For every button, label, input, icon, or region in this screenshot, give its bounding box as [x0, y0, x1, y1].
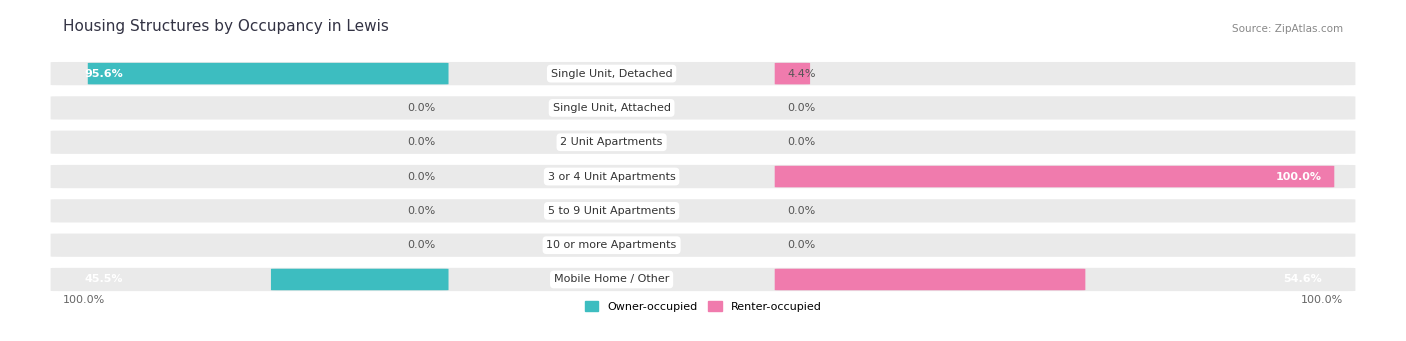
- Text: 100.0%: 100.0%: [63, 295, 105, 305]
- FancyBboxPatch shape: [49, 163, 1357, 190]
- Text: 0.0%: 0.0%: [787, 137, 815, 147]
- FancyBboxPatch shape: [49, 198, 1357, 224]
- Text: 0.0%: 0.0%: [787, 206, 815, 216]
- FancyBboxPatch shape: [49, 129, 1357, 155]
- Text: Housing Structures by Occupancy in Lewis: Housing Structures by Occupancy in Lewis: [63, 19, 389, 34]
- FancyBboxPatch shape: [49, 232, 1357, 258]
- FancyBboxPatch shape: [87, 63, 449, 84]
- Text: Source: ZipAtlas.com: Source: ZipAtlas.com: [1232, 24, 1343, 34]
- Text: 0.0%: 0.0%: [408, 103, 436, 113]
- Text: 0.0%: 0.0%: [408, 137, 436, 147]
- Text: 0.0%: 0.0%: [787, 103, 815, 113]
- FancyBboxPatch shape: [49, 61, 1357, 87]
- FancyBboxPatch shape: [775, 63, 810, 84]
- Text: 10 or more Apartments: 10 or more Apartments: [547, 240, 676, 250]
- FancyBboxPatch shape: [775, 269, 1085, 290]
- FancyBboxPatch shape: [49, 95, 1357, 121]
- Text: Single Unit, Attached: Single Unit, Attached: [553, 103, 671, 113]
- Text: 100.0%: 100.0%: [1301, 295, 1343, 305]
- FancyBboxPatch shape: [49, 266, 1357, 293]
- Text: 3 or 4 Unit Apartments: 3 or 4 Unit Apartments: [548, 172, 675, 181]
- Text: 0.0%: 0.0%: [408, 206, 436, 216]
- FancyBboxPatch shape: [271, 269, 449, 290]
- Text: 2 Unit Apartments: 2 Unit Apartments: [561, 137, 662, 147]
- Text: Single Unit, Detached: Single Unit, Detached: [551, 69, 672, 79]
- Text: 0.0%: 0.0%: [408, 240, 436, 250]
- Legend: Owner-occupied, Renter-occupied: Owner-occupied, Renter-occupied: [581, 297, 825, 316]
- Text: 54.6%: 54.6%: [1282, 275, 1322, 284]
- Text: 0.0%: 0.0%: [408, 172, 436, 181]
- Text: 0.0%: 0.0%: [787, 240, 815, 250]
- FancyBboxPatch shape: [775, 166, 1334, 187]
- Text: 5 to 9 Unit Apartments: 5 to 9 Unit Apartments: [548, 206, 675, 216]
- Text: 100.0%: 100.0%: [1275, 172, 1322, 181]
- Text: Mobile Home / Other: Mobile Home / Other: [554, 275, 669, 284]
- Text: 45.5%: 45.5%: [84, 275, 122, 284]
- Text: 95.6%: 95.6%: [84, 69, 124, 79]
- Text: 4.4%: 4.4%: [787, 69, 815, 79]
